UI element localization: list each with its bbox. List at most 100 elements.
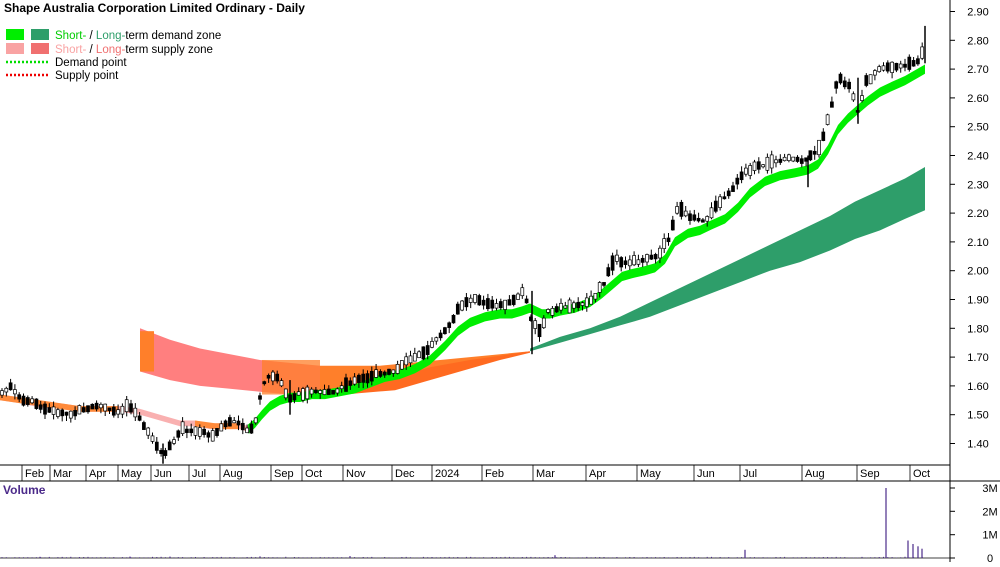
price-tick-label: 2.00 [967, 266, 988, 278]
volume-tick-label: 3M [982, 483, 997, 495]
candle-body [460, 300, 464, 311]
candle-body [13, 389, 17, 395]
candle-body [137, 415, 142, 421]
candle-body [718, 196, 722, 208]
candle-body [825, 114, 830, 125]
candle-body [619, 257, 624, 268]
candle-body [486, 298, 490, 310]
candle-body [705, 216, 710, 222]
candle-body [920, 46, 925, 59]
candle-body [584, 297, 589, 307]
candle-body [421, 346, 426, 360]
candle-body [8, 382, 13, 391]
candle-body [331, 390, 335, 395]
candle-body [550, 308, 555, 316]
candle-body [361, 373, 366, 383]
candle-body [744, 167, 748, 175]
candle-body [494, 303, 499, 309]
candle-body [206, 432, 211, 438]
candle-body [34, 398, 39, 409]
candle-body [189, 428, 194, 434]
time-tick-label: Apr [589, 468, 606, 480]
candle-body [322, 389, 327, 395]
candle-body [133, 407, 138, 418]
time-tick-label: Feb [25, 468, 44, 480]
time-tick-label: Jul [743, 468, 757, 480]
candle-body [636, 259, 641, 265]
candle-body [90, 403, 95, 410]
price-tick-label: 2.40 [967, 151, 988, 163]
candle-body [842, 80, 847, 88]
candle-body [653, 254, 658, 260]
candle-body [791, 156, 796, 162]
price-tick-label: 1.90 [967, 295, 988, 307]
price-tick-label: 2.20 [967, 208, 988, 220]
time-tick-label: 2024 [435, 468, 459, 480]
candle-body [481, 299, 486, 306]
candle-body [279, 380, 284, 387]
candle-body [563, 305, 568, 309]
candle-body [253, 417, 258, 424]
candle-body [64, 411, 69, 416]
candle-body [17, 394, 22, 400]
candle-body [4, 387, 9, 393]
price-tick-label: 2.80 [967, 35, 988, 47]
candle-body [752, 161, 757, 171]
candle-body [258, 395, 262, 400]
candle-body [266, 374, 271, 379]
volume-bars [1, 488, 923, 558]
time-tick-label: Aug [223, 468, 243, 480]
time-tick-label: Feb [485, 468, 504, 480]
time-tick-label: Mar [53, 468, 72, 480]
candle-body [589, 295, 593, 305]
candle-body [804, 157, 808, 162]
candle-body [597, 282, 602, 293]
candle-body [473, 294, 477, 303]
candle-body [391, 369, 396, 374]
candle-body [765, 156, 770, 171]
price-tick-label: 2.10 [967, 237, 988, 249]
volume-title: Volume [3, 483, 46, 497]
candle-body [645, 254, 649, 263]
candle-body [559, 302, 563, 311]
candle-body [683, 210, 688, 217]
candle-body [713, 200, 718, 212]
candle-body [464, 297, 469, 308]
candle-body [142, 422, 146, 430]
candle-body [81, 407, 86, 413]
candle-body [447, 322, 452, 328]
candle-body [197, 427, 202, 437]
candle-body [223, 420, 228, 428]
candle-body [94, 402, 99, 410]
price-tick-label: 2.60 [967, 93, 988, 105]
candle-body [129, 403, 133, 413]
candle-body [382, 371, 387, 376]
candle-body [610, 255, 615, 271]
time-tick-label: Apr [89, 468, 106, 480]
candle-body [787, 154, 791, 161]
candle-body [193, 426, 198, 436]
candle-body [537, 323, 542, 338]
candle-body [395, 364, 400, 374]
candle-body [808, 150, 813, 161]
legend-supply-point-label: Supply point [55, 70, 119, 82]
candle-body [709, 207, 714, 219]
candle-body [847, 81, 851, 90]
candle-body [163, 450, 168, 456]
candle-body [868, 74, 873, 85]
candle-body [580, 302, 585, 306]
candle-body [864, 75, 869, 86]
candle-body [662, 238, 667, 249]
candle-body [438, 332, 443, 339]
candle-body [25, 397, 30, 405]
candle-body [318, 390, 323, 394]
candle-body [632, 255, 636, 266]
candle-body [554, 306, 559, 313]
candle-body [735, 177, 740, 185]
candle-body [916, 58, 920, 65]
candle-body [812, 150, 817, 155]
candle-body [60, 409, 65, 417]
candle-body [176, 430, 181, 438]
time-tick-label: May [640, 468, 661, 480]
